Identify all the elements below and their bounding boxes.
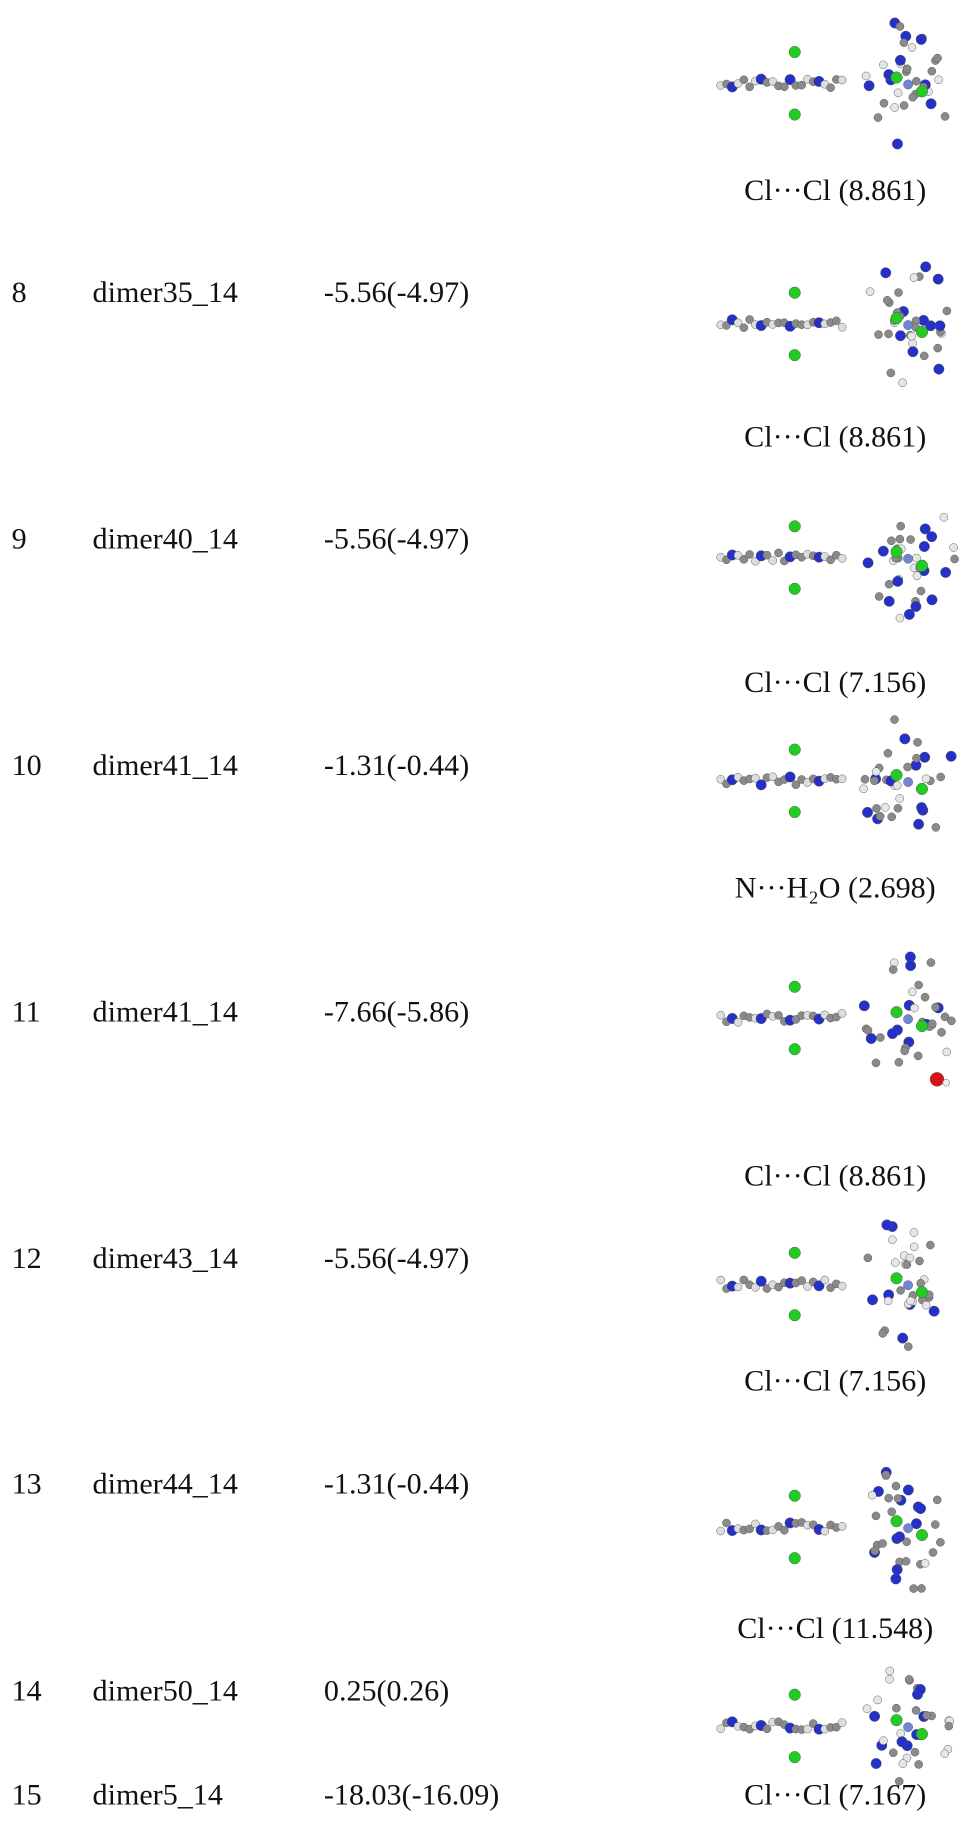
dimer-name: dimer35_14 [93,275,238,310]
molecule-image [711,1639,965,1813]
dimer-name: dimer44_14 [93,1467,238,1502]
row-index: 10 [12,748,42,783]
molecule-image [711,1440,965,1614]
row-index: 12 [12,1241,42,1276]
molecule-image [711,0,965,170]
interaction-energy: -5.56(-4.97) [324,522,469,557]
interaction-energy: -7.66(-5.86) [324,995,469,1030]
contact-caption: Cl···Cl (8.861) [744,174,926,209]
dimer-name: dimer5_14 [93,1778,223,1813]
dimer-name: dimer41_14 [93,748,238,783]
molecule-image [711,694,965,868]
interaction-energy: -18.03(-16.09) [324,1778,499,1813]
row-index: 13 [12,1467,42,1502]
dimer-name: dimer50_14 [93,1674,238,1709]
row-index: 9 [12,522,27,557]
dimer-name: dimer41_14 [93,995,238,1030]
contact-caption: N···H₂O (2.698) [735,871,936,906]
interaction-energy: -5.56(-4.97) [324,275,469,310]
row-index: 14 [12,1674,42,1709]
molecule-image [711,1197,965,1371]
dimer-name: dimer43_14 [93,1241,238,1276]
contact-caption: Cl···Cl (8.861) [744,1159,926,1194]
row-index: 11 [12,995,41,1030]
dimer-name: dimer40_14 [93,522,238,557]
row-index: 8 [12,275,27,310]
interaction-energy: 0.25(0.26) [324,1674,449,1709]
interaction-energy: -5.56(-4.97) [324,1241,469,1276]
molecule-image [711,931,965,1105]
interaction-energy: -1.31(-0.44) [324,1467,469,1502]
molecule-image [711,471,965,645]
contact-caption: Cl···Cl (8.861) [744,420,926,455]
document-page: 8 dimer35_14 -5.56(-4.97) 9 dimer40_14 -5.56(… [0,0,974,1836]
molecule-image [711,237,965,411]
interaction-energy: -1.31(-0.44) [324,748,469,783]
row-index: 15 [12,1778,42,1813]
